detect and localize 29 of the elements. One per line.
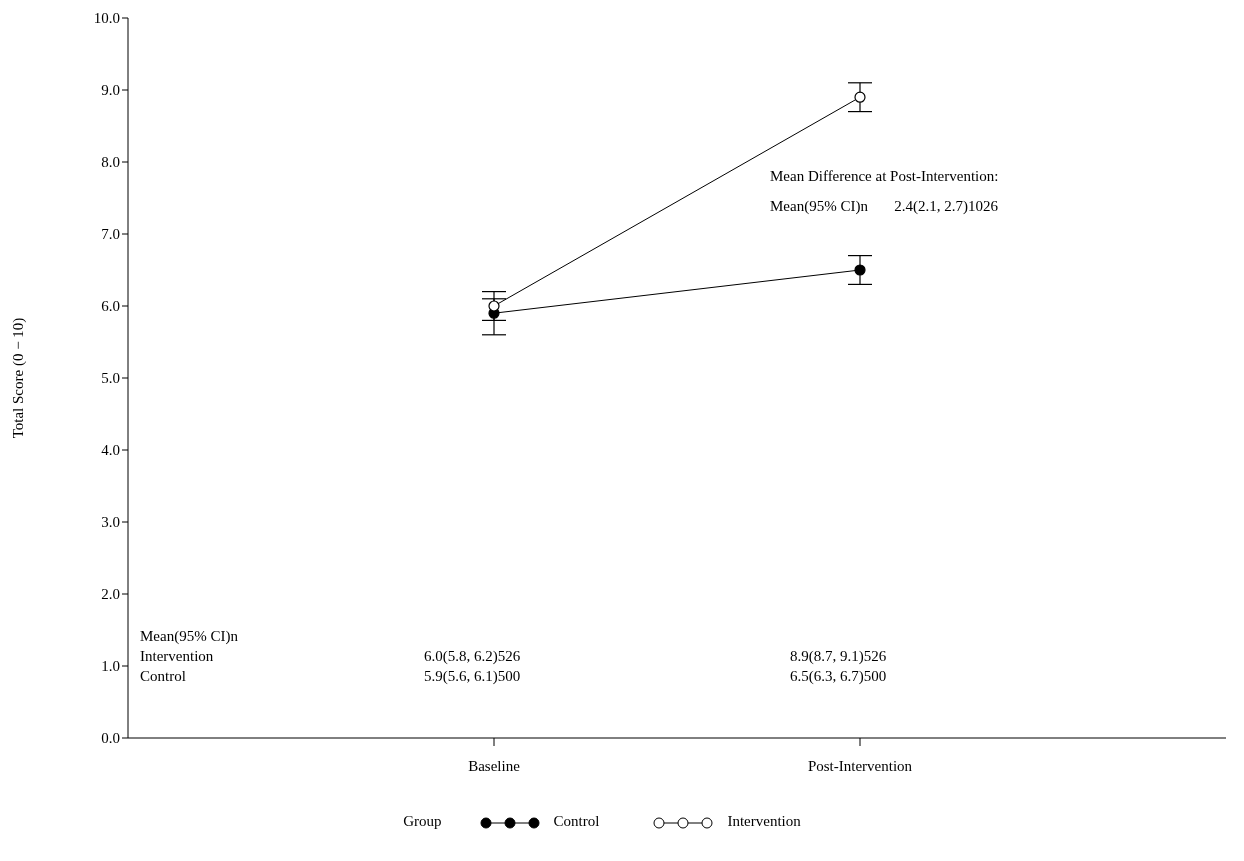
point bbox=[854, 91, 866, 103]
x-tick-label: Post-Intervention bbox=[807, 757, 913, 774]
x-tick-label: Baseline bbox=[468, 757, 521, 774]
y-tick-label: 2.0 bbox=[101, 586, 120, 603]
point bbox=[854, 264, 866, 276]
y-tick-label: 10.0 bbox=[93, 10, 120, 27]
annotation: Mean(95% CI)n bbox=[140, 628, 238, 645]
y-tick-label: 6.0 bbox=[101, 298, 120, 315]
text: Control bbox=[140, 668, 186, 684]
text: Intervention bbox=[140, 648, 214, 664]
legend-label: Control bbox=[553, 813, 600, 829]
y-tick-label: 5.0 bbox=[101, 370, 120, 387]
annotation: 5.9(5.6, 6.1)500 bbox=[424, 668, 521, 685]
y-tick-label: 4.0 bbox=[101, 442, 120, 459]
y-tick-label: 9.0 bbox=[101, 82, 120, 99]
y-tick-label: 8.0 bbox=[101, 154, 120, 171]
y-tick-label: 0.0 bbox=[101, 730, 120, 747]
y-axis-title: Total Score (0 − 10) bbox=[10, 317, 28, 439]
annotation: 6.5(6.3, 6.7)500 bbox=[790, 668, 887, 685]
annotation: Mean(95% CI)n 2.4(2.1, 2.7)1026 bbox=[770, 198, 998, 215]
annotation: Mean Difference at Post-Intervention: bbox=[770, 168, 999, 185]
y-tick-label: 3.0 bbox=[101, 514, 120, 531]
annotation: 8.9(8.7, 9.1)526 bbox=[790, 648, 887, 665]
y-tick-label: 1.0 bbox=[101, 658, 120, 675]
legend-title: Group bbox=[403, 813, 442, 829]
y-tick-label: 7.0 bbox=[101, 226, 120, 243]
annotation: 6.0(5.8, 6.2)526 bbox=[424, 648, 521, 665]
legend-label: Intervention bbox=[727, 813, 801, 829]
point bbox=[488, 300, 500, 312]
